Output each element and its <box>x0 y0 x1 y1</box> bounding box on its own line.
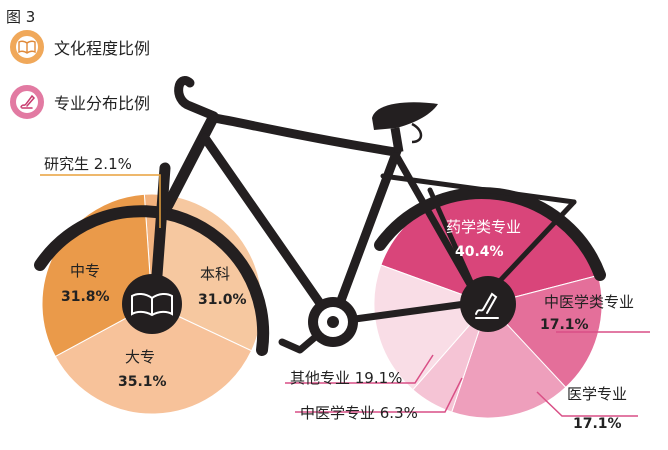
label-bachelor-name: 本科 <box>200 265 230 283</box>
label-secondary-value: 31.8% <box>61 289 110 305</box>
legend-major-label: 专业分布比例 <box>54 94 151 113</box>
label-other: 其他专业 19.1% <box>290 369 402 387</box>
front-hub <box>122 274 182 334</box>
book-icon <box>10 30 44 64</box>
hub-pen-icon <box>475 292 499 319</box>
pen-icon <box>10 85 44 119</box>
bicycle-seat <box>372 102 438 130</box>
label-medicine-name: 医学专业 <box>567 385 627 403</box>
leader-line-graduate <box>40 174 161 228</box>
seat-spring <box>411 122 423 144</box>
label-tcm: 中医学专业 6.3% <box>300 404 418 422</box>
pie-slice-major-1 <box>487 274 603 389</box>
pie-slice-edu-2 <box>54 303 253 415</box>
label-tcm-class-value: 17.1% <box>540 317 589 333</box>
label-secondary-name: 中专 <box>70 262 100 280</box>
rear-hub <box>460 276 516 332</box>
leader-line-tcm <box>295 377 463 413</box>
label-college-name: 大专 <box>125 348 155 366</box>
label-tcm-class-name: 中医学类专业 <box>544 293 634 311</box>
label-medicine-value: 17.1% <box>573 416 622 432</box>
label-college-value: 35.1% <box>118 374 167 390</box>
front-mudguard <box>34 205 270 356</box>
seat-post <box>390 127 404 153</box>
label-pharmacy-name: 药学类专业 <box>446 218 521 236</box>
pie-slice-major-4 <box>373 264 489 391</box>
hub-book-icon <box>131 292 173 317</box>
chainring <box>308 297 358 347</box>
figure-label: 图 3 <box>6 8 36 26</box>
legend-education: 文化程度比例 <box>10 30 150 64</box>
pie-slice-major-2 <box>451 303 567 419</box>
label-graduate: 研究生 2.1% <box>44 155 132 173</box>
leader-line-medicine <box>536 391 638 417</box>
label-bachelor-value: 31.0% <box>198 292 247 308</box>
leader-line-other <box>285 354 434 384</box>
bicycle-frame <box>149 76 577 354</box>
legend-education-label: 文化程度比例 <box>54 39 151 58</box>
label-pharmacy-value: 40.4% <box>455 244 504 260</box>
legend-major: 专业分布比例 <box>10 85 150 119</box>
